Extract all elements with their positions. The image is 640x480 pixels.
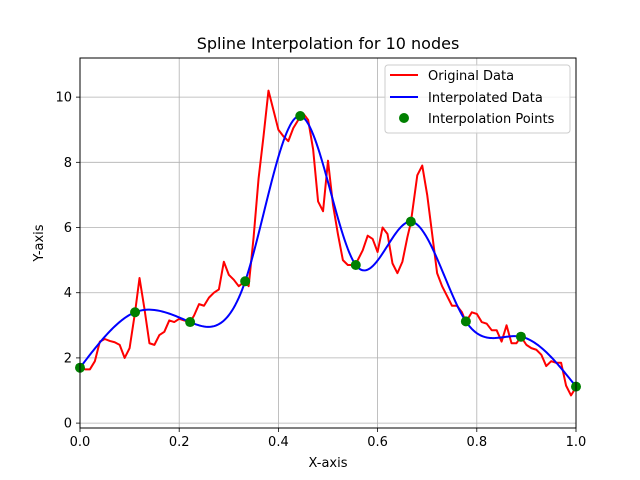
interpolated-data-line — [79, 114, 577, 388]
interpolation-point — [515, 331, 526, 342]
y-tick-label: 2 — [64, 351, 72, 366]
x-axis-label: X-axis — [309, 456, 348, 471]
y-tick-label: 4 — [64, 286, 72, 301]
y-tick-label: 10 — [55, 91, 72, 106]
axes-frame — [79, 57, 577, 429]
interpolation-point — [350, 260, 361, 271]
y-tick-label: 8 — [64, 156, 72, 171]
x-tick-label: 0.0 — [70, 435, 91, 450]
interpolation-point — [240, 276, 251, 287]
x-tick-label: 0.6 — [367, 435, 388, 450]
x-tick-label: 0.4 — [268, 435, 289, 450]
x-axis-ticks: 0.0 0.2 0.4 0.6 0.8 1.0 — [70, 428, 587, 450]
interpolation-point — [130, 307, 141, 318]
x-tick-label: 0.8 — [466, 435, 487, 450]
legend: Original Data Interpolated Data Interpol… — [384, 64, 571, 134]
y-axis-label: Y-axis — [32, 224, 47, 262]
interpolation-point — [405, 216, 416, 227]
y-tick-label: 6 — [64, 221, 72, 236]
legend-label-interpolation-points: Interpolation Points — [428, 112, 555, 127]
y-axis-ticks: 0 2 4 6 8 10 — [55, 91, 80, 432]
interpolation-point — [185, 317, 196, 328]
x-tick-label: 1.0 — [566, 435, 587, 450]
legend-box — [384, 64, 571, 134]
interpolation-point — [460, 316, 471, 327]
original-data-line — [79, 89, 577, 397]
legend-label-interpolated-data: Interpolated Data — [428, 91, 543, 106]
legend-label-original-data: Original Data — [428, 69, 514, 84]
plot-area — [75, 89, 581, 397]
chart-title: Spline Interpolation for 10 nodes — [197, 34, 460, 53]
y-tick-label: 0 — [64, 417, 72, 432]
x-tick-label: 0.2 — [169, 435, 190, 450]
interpolation-point — [295, 111, 306, 122]
legend-swatch-interpolation-points — [399, 113, 409, 123]
